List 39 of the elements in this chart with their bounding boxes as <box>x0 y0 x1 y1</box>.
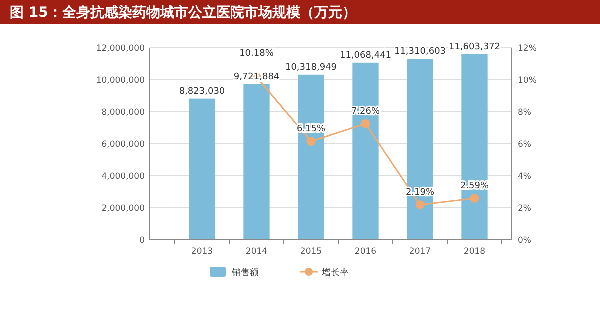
x-tick-label: 2017 <box>409 247 432 257</box>
x-tick-label: 2013 <box>191 247 214 257</box>
bar <box>298 74 324 240</box>
bar <box>352 62 379 240</box>
y2-tick-label: 12% <box>518 44 537 54</box>
x-tick-label: 2018 <box>464 247 486 257</box>
y2-tick-label: 4% <box>518 172 532 182</box>
x-tick-label: 2016 <box>354 247 377 257</box>
data-label: 11,068,441 <box>340 50 392 61</box>
x-tick-label: 2015 <box>300 247 322 257</box>
legend-label: 销售额 <box>231 268 259 278</box>
y-tick-label: 0 <box>140 236 145 246</box>
y-tick-label: 6,000,000 <box>102 140 145 150</box>
bar <box>462 54 488 240</box>
bar <box>244 84 270 240</box>
legend-label: 增长率 <box>321 268 349 278</box>
point <box>306 137 316 146</box>
y-tick-label: 10,000,000 <box>96 76 145 86</box>
point <box>470 194 480 204</box>
y2-tick-label: 10% <box>518 76 537 86</box>
y-tick-label: 4,000,000 <box>102 172 145 182</box>
data-label: 11,310,603 <box>394 47 446 58</box>
y2-tick-label: 0% <box>518 236 532 246</box>
point <box>361 119 370 128</box>
point <box>416 200 425 210</box>
data-label: 8,823,030 <box>179 86 226 97</box>
x-tick-label: 2014 <box>246 247 268 257</box>
bar <box>407 59 434 240</box>
y-tick-label: 2,000,000 <box>102 204 145 214</box>
data-label: 10,318,949 <box>285 62 338 73</box>
data-label: 11,603,372 <box>448 42 501 52</box>
y-tick-label: 12,000,000 <box>96 44 145 54</box>
y2-tick-label: 8% <box>518 108 532 118</box>
chart-title: 图 15：全身抗感染药物城市公立医院市场规模（万元） <box>10 4 356 21</box>
data-label: 10.18% <box>240 49 274 60</box>
bar <box>189 98 216 240</box>
y-tick-label: 8,000,000 <box>102 108 145 118</box>
y2-tick-label: 6% <box>518 140 532 150</box>
y2-tick-label: 2% <box>518 204 532 214</box>
